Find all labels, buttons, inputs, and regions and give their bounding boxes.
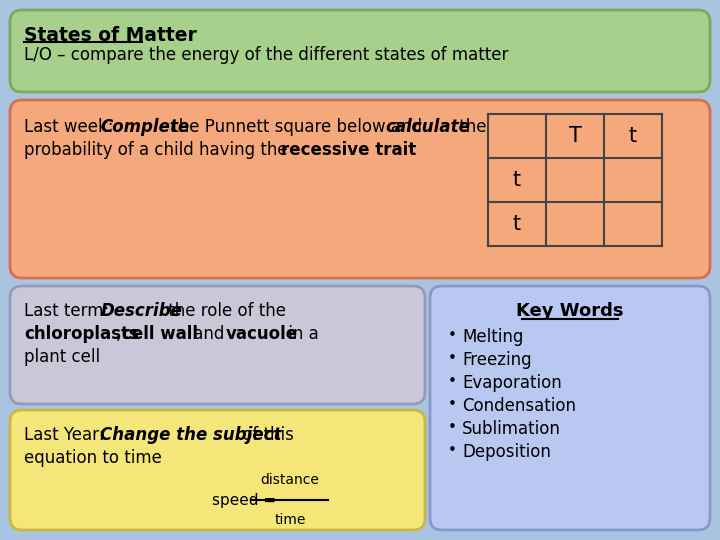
Text: •: • bbox=[448, 351, 457, 366]
Text: Describe: Describe bbox=[101, 302, 183, 320]
Text: of this: of this bbox=[237, 426, 294, 444]
FancyBboxPatch shape bbox=[10, 100, 710, 278]
Text: probability of a child having the: probability of a child having the bbox=[24, 141, 293, 159]
Text: chloroplasts: chloroplasts bbox=[24, 325, 139, 343]
Text: States of Matter: States of Matter bbox=[24, 26, 197, 45]
Text: •: • bbox=[448, 374, 457, 389]
Text: Deposition: Deposition bbox=[462, 443, 551, 461]
FancyBboxPatch shape bbox=[430, 286, 710, 530]
Text: the role of the: the role of the bbox=[163, 302, 286, 320]
FancyBboxPatch shape bbox=[10, 10, 710, 92]
Text: Evaporation: Evaporation bbox=[462, 374, 562, 392]
Text: t: t bbox=[513, 214, 521, 234]
Text: Melting: Melting bbox=[462, 328, 523, 346]
Text: ,: , bbox=[116, 325, 122, 343]
Text: Condensation: Condensation bbox=[462, 397, 576, 415]
Text: and: and bbox=[188, 325, 230, 343]
Text: calculate: calculate bbox=[385, 118, 470, 136]
Text: in a: in a bbox=[283, 325, 319, 343]
Text: recessive trait: recessive trait bbox=[281, 141, 416, 159]
Text: Last week:: Last week: bbox=[24, 118, 119, 136]
FancyBboxPatch shape bbox=[10, 410, 425, 530]
Text: the: the bbox=[454, 118, 487, 136]
Text: speed =: speed = bbox=[212, 492, 281, 508]
Text: plant cell: plant cell bbox=[24, 348, 100, 366]
Text: Key Words: Key Words bbox=[516, 302, 624, 320]
Text: equation to time: equation to time bbox=[24, 449, 162, 467]
Text: time: time bbox=[274, 513, 306, 527]
Text: •: • bbox=[448, 420, 457, 435]
Text: Change the subject: Change the subject bbox=[100, 426, 282, 444]
Text: cell wall: cell wall bbox=[122, 325, 198, 343]
Text: •: • bbox=[448, 397, 457, 412]
Text: •: • bbox=[448, 443, 457, 458]
Text: the Punnett square below and: the Punnett square below and bbox=[167, 118, 427, 136]
Text: distance: distance bbox=[261, 473, 320, 487]
Text: Sublimation: Sublimation bbox=[462, 420, 561, 438]
Text: t: t bbox=[629, 126, 637, 146]
Text: T: T bbox=[569, 126, 582, 146]
Text: Complete: Complete bbox=[100, 118, 189, 136]
Text: •: • bbox=[448, 328, 457, 343]
Text: vacuole: vacuole bbox=[226, 325, 298, 343]
Text: L/O – compare the energy of the different states of matter: L/O – compare the energy of the differen… bbox=[24, 46, 508, 64]
Text: Last term:: Last term: bbox=[24, 302, 114, 320]
Text: Last Year:: Last Year: bbox=[24, 426, 109, 444]
FancyBboxPatch shape bbox=[10, 286, 425, 404]
Text: Freezing: Freezing bbox=[462, 351, 531, 369]
Text: t: t bbox=[513, 170, 521, 190]
